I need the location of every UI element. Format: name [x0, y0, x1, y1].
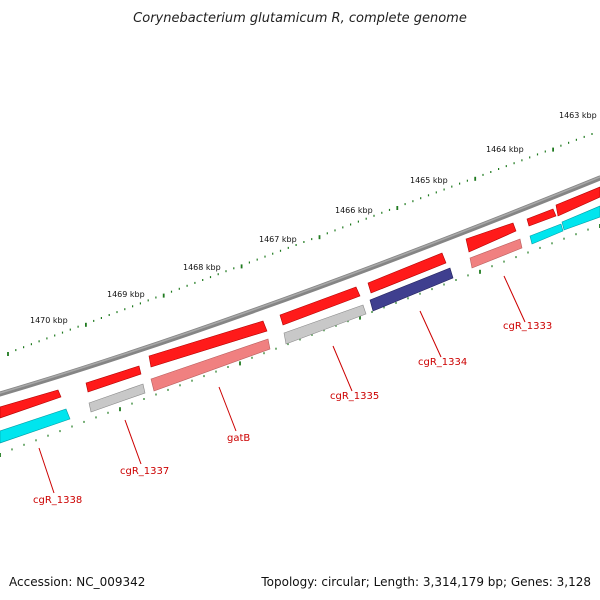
- forward-gene-arrow[interactable]: [148, 320, 268, 368]
- gene-callout-lines: [38, 275, 526, 494]
- forward-gene-arrow[interactable]: [85, 365, 142, 393]
- backbone-highlight: [0, 176, 600, 394]
- gene-label-cgR_1337[interactable]: cgR_1337: [120, 466, 169, 477]
- neutral-gene-arrow[interactable]: [283, 304, 367, 345]
- rna-gene-arrow[interactable]: [529, 223, 564, 245]
- reverse-gene-track: [0, 205, 600, 444]
- page-title: Corynebacterium glutamicum R, complete g…: [133, 11, 467, 26]
- forward-gene-arrow[interactable]: [367, 252, 447, 294]
- accession-text: Accession: NC_009342: [9, 575, 145, 589]
- kbp-dots: [7, 133, 593, 356]
- kbp-label-1469: 1469 kbp: [107, 290, 145, 299]
- callout-line: [332, 345, 353, 392]
- forward-gene-arrow[interactable]: [465, 222, 517, 253]
- forward-gene-arrow[interactable]: [555, 186, 600, 217]
- highlight-gene-arrow[interactable]: [369, 267, 454, 312]
- gene-labels: cgR_1333 cgR_1334 cgR_1335 gatB cgR_1337…: [33, 321, 552, 506]
- forward-gene-track: [0, 186, 600, 419]
- gene-label-gatB[interactable]: gatB: [227, 433, 250, 444]
- kbp-label-1464: 1464 kbp: [486, 145, 524, 154]
- forward-gene-arrow[interactable]: [0, 389, 62, 419]
- kbp-label-1466: 1466 kbp: [335, 206, 373, 215]
- backbone-line: [0, 175, 600, 397]
- reverse-gene-arrow[interactable]: [150, 338, 271, 392]
- forward-gene-arrow[interactable]: [526, 208, 557, 227]
- kbp-label-1468: 1468 kbp: [183, 263, 221, 272]
- callout-line: [503, 275, 526, 323]
- backbone-track: [0, 175, 600, 397]
- gene-label-cgR_1338[interactable]: cgR_1338: [33, 495, 82, 506]
- kbp-label-1470: 1470 kbp: [30, 316, 68, 325]
- gene-label-cgR_1334[interactable]: cgR_1334: [418, 357, 467, 368]
- gene-label-cgR_1335[interactable]: cgR_1335: [330, 391, 379, 402]
- rna-gene-arrow[interactable]: [0, 408, 71, 444]
- forward-gene-arrow[interactable]: [279, 286, 361, 326]
- kbp-labels: 1463 kbp 1464 kbp 1465 kbp 1466 kbp 1467…: [30, 111, 597, 325]
- reverse-gene-arrow[interactable]: [469, 238, 523, 269]
- callout-line: [38, 447, 55, 494]
- lower-dots: [0, 224, 600, 457]
- callout-line: [419, 310, 442, 358]
- kbp-label-1467: 1467 kbp: [259, 235, 297, 244]
- kbp-label-1463: 1463 kbp: [559, 111, 597, 120]
- callout-line: [124, 419, 142, 465]
- rna-gene-arrow[interactable]: [561, 205, 600, 231]
- neutral-gene-arrow[interactable]: [88, 383, 146, 413]
- gene-label-cgR_1333[interactable]: cgR_1333: [503, 321, 552, 332]
- kbp-label-1465: 1465 kbp: [410, 176, 448, 185]
- callout-line: [218, 386, 237, 432]
- topology-text: Topology: circular; Length: 3,314,179 bp…: [260, 575, 591, 589]
